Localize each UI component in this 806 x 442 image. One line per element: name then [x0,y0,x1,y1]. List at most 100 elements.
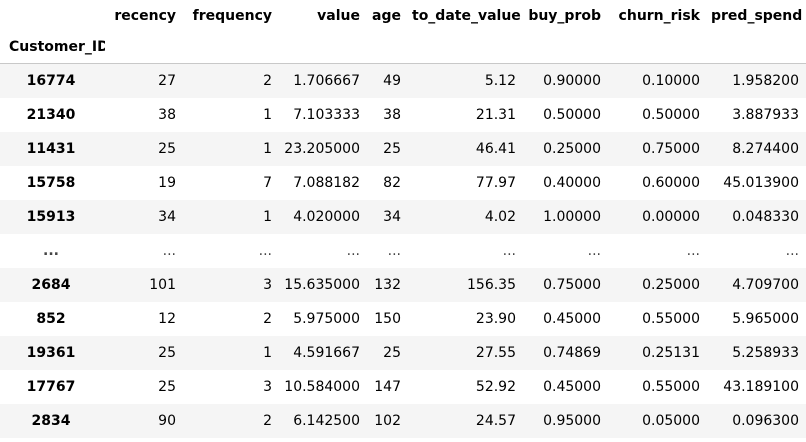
cell-pred-spend: 5.965000 [732,310,799,327]
cell-frequency: 2 [263,72,272,89]
column-header-row: recency frequency value age to_date_valu… [0,0,806,31]
cell-frequency: 7 [263,174,272,191]
cell-churn-risk: 0.75000 [642,140,700,157]
cell-pred-spend: 5.258933 [732,344,799,361]
cell-buy-prob: 0.45000 [543,378,601,395]
cell-to-date-value: 156.35 [467,276,516,293]
column-header: recency [114,7,176,24]
row-index-label: 16774 [26,72,76,89]
cell-value: 4.591667 [293,344,360,361]
row-index-label: 19361 [26,344,76,361]
cell-pred-spend: 4.709700 [732,276,799,293]
cell-value: 1.706667 [293,72,360,89]
empty-cell [523,31,608,64]
column-header: churn_risk [618,7,700,24]
column-header: buy_prob [528,7,601,24]
row-index-label: 2684 [31,276,71,293]
cell-recency: 19 [158,174,176,191]
table-row: 17767 25 3 10.584000 147 52.92 0.45000 0.55000 4… [0,369,806,404]
cell-value: 7.103333 [293,106,360,123]
empty-cell [279,31,367,64]
table-row: 16774 27 2 1.706667 49 5.12 0.90000 0.10000 1.95… [0,63,806,98]
cell-frequency: 1 [263,208,272,225]
ellipsis-row: ........................... [0,233,806,268]
cell-to-date-value: 77.97 [475,174,516,191]
cell-churn-risk: 0.05000 [642,412,700,429]
table-row: 15913 34 1 4.020000 34 4.02 1.00000 0.00000 0.04… [0,199,806,234]
cell-value: 4.020000 [293,208,360,225]
row-index-label: 852 [36,310,66,327]
cell-to-date-value: 27.55 [475,344,516,361]
cell-buy-prob: 1.00000 [543,208,601,225]
cell-recency: 25 [158,140,176,157]
cell-value: 6.142500 [293,412,360,429]
table-row: 2684 101 3 15.635000 132 156.35 0.75000 0.25000… [0,267,806,302]
empty-cell [105,31,183,64]
cell-frequency: 3 [263,276,272,293]
cell-age: 102 [374,412,401,429]
cell-frequency: 2 [263,412,272,429]
cell-pred-spend: 8.274400 [732,140,799,157]
table-row: 11431 25 1 23.205000 25 46.41 0.25000 0.75000 8.… [0,131,806,166]
cell-churn-risk: 0.25000 [642,276,700,293]
table-row: 19361 25 1 4.591667 25 27.55 0.74869 0.25131 5.2… [0,335,806,370]
cell-age: 150 [374,310,401,327]
table-row: 21340 38 1 7.103333 38 21.31 0.50000 0.50000 3.8… [0,97,806,132]
row-index-label: 15758 [26,174,76,191]
cell-age: 82 [383,174,401,191]
cell-age: 49 [383,72,401,89]
cell-buy-prob: 0.75000 [543,276,601,293]
cell-age: 25 [383,140,401,157]
cell-pred-spend: ... [785,242,799,259]
index-name: Customer_ID [9,39,105,55]
cell-buy-prob: 0.40000 [543,174,601,191]
cell-buy-prob: 0.95000 [543,412,601,429]
cell-frequency: 2 [263,310,272,327]
column-header: pred_spend [711,7,803,24]
cell-value: 7.088182 [293,174,360,191]
cell-recency: 90 [158,412,176,429]
cell-age: 147 [374,378,401,395]
cell-recency: 12 [158,310,176,327]
row-index-label: ... [43,242,59,259]
empty-cell [707,31,806,64]
cell-age: 25 [383,344,401,361]
empty-cell [367,31,408,64]
cell-to-date-value: 21.31 [475,106,516,123]
column-header: to_date_value [412,7,521,24]
cell-buy-prob: ... [587,242,601,259]
cell-value: ... [346,242,360,259]
row-index-label: 11431 [26,140,76,157]
cell-recency: 38 [158,106,176,123]
cell-recency: 34 [158,208,176,225]
cell-recency: ... [162,242,176,259]
cell-buy-prob: 0.74869 [543,344,601,361]
cell-age: ... [387,242,401,259]
row-index-label: 17767 [26,378,76,395]
cell-buy-prob: 0.90000 [543,72,601,89]
corner-cell [0,0,105,31]
cell-frequency: ... [258,242,272,259]
cell-to-date-value: 5.12 [484,72,516,89]
table-row: 15758 19 7 7.088182 82 77.97 0.40000 0.60000 45.… [0,165,806,200]
cell-churn-risk: 0.60000 [642,174,700,191]
cell-churn-risk: ... [686,242,700,259]
empty-cell [183,31,279,64]
empty-cell [608,31,707,64]
column-header: age [372,7,401,24]
cell-recency: 25 [158,344,176,361]
empty-cell [408,31,523,64]
cell-churn-risk: 0.55000 [642,310,700,327]
cell-to-date-value: ... [502,242,516,259]
row-index-label: 21340 [26,106,76,123]
row-index-label: 2834 [31,412,71,429]
cell-age: 38 [383,106,401,123]
cell-pred-spend: 0.096300 [732,412,799,429]
cell-age: 132 [374,276,401,293]
cell-to-date-value: 46.41 [475,140,516,157]
cell-churn-risk: 0.55000 [642,378,700,395]
cell-buy-prob: 0.25000 [543,140,601,157]
cell-churn-risk: 0.25131 [642,344,700,361]
cell-value: 5.975000 [293,310,360,327]
